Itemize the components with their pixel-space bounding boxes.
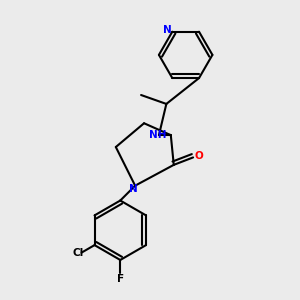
Text: O: O: [194, 151, 203, 161]
Text: Cl: Cl: [73, 248, 84, 257]
Text: N: N: [129, 184, 138, 194]
Text: N: N: [163, 25, 171, 35]
Text: F: F: [117, 274, 124, 284]
Text: NH: NH: [149, 130, 166, 140]
